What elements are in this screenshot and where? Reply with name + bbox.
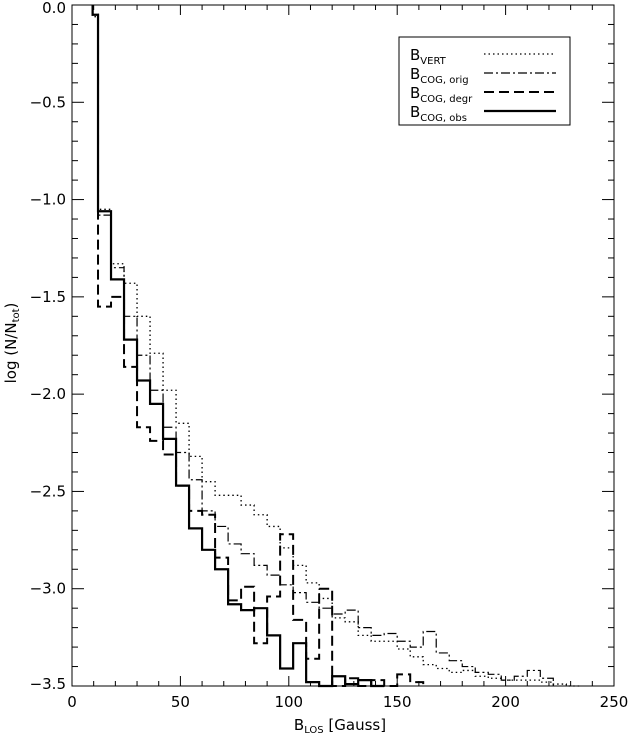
- y-tick-label: −3.0: [30, 580, 66, 598]
- y-tick-label: −2.0: [30, 385, 66, 403]
- y-axis-title: log (N/Ntot): [2, 303, 22, 384]
- y-tick-label: −1.5: [30, 288, 66, 306]
- x-axis-title-main: B: [294, 716, 304, 734]
- series-line-dashed: [91, 5, 425, 687]
- legend-label: BCOG, degr: [410, 84, 473, 105]
- x-tick-label: 50: [171, 693, 190, 711]
- x-axis-title: BLOS [Gauss]: [294, 716, 386, 736]
- y-axis-title-pre: log (N/N: [2, 322, 20, 383]
- legend-label: BVERT: [410, 46, 447, 67]
- x-axis: 0 50 100 150 200 250: [67, 5, 628, 711]
- y-axis-title-post: ): [2, 303, 20, 309]
- y-axis: 0.0 −0.5 −1.0 −1.5 −2.0 −2.5 −3.0 −3.5: [30, 0, 614, 693]
- x-axis-title-sub: LOS: [304, 725, 323, 736]
- x-tick-label: 0: [67, 693, 77, 711]
- y-tick-label: −0.5: [30, 93, 66, 111]
- series-line-dashdot: [92, 5, 554, 686]
- y-tick-label: 0.0: [42, 0, 66, 17]
- x-tick-label: 100: [274, 693, 303, 711]
- y-axis-title-sub: tot: [11, 308, 22, 322]
- x-tick-label: 200: [491, 693, 520, 711]
- x-tick-label: 150: [383, 693, 412, 711]
- y-tick-label: −2.5: [30, 482, 66, 500]
- series-line-solid: [91, 5, 385, 688]
- x-tick-label: 250: [600, 693, 629, 711]
- x-axis-title-rest: [Gauss]: [324, 716, 386, 734]
- legend-label: BCOG, orig: [410, 65, 469, 86]
- plot-frame: [71, 4, 615, 687]
- y-tick-label: −1.0: [30, 191, 66, 209]
- legend-label: BCOG, obs: [410, 103, 467, 124]
- y-tick-label: −3.5: [30, 675, 66, 693]
